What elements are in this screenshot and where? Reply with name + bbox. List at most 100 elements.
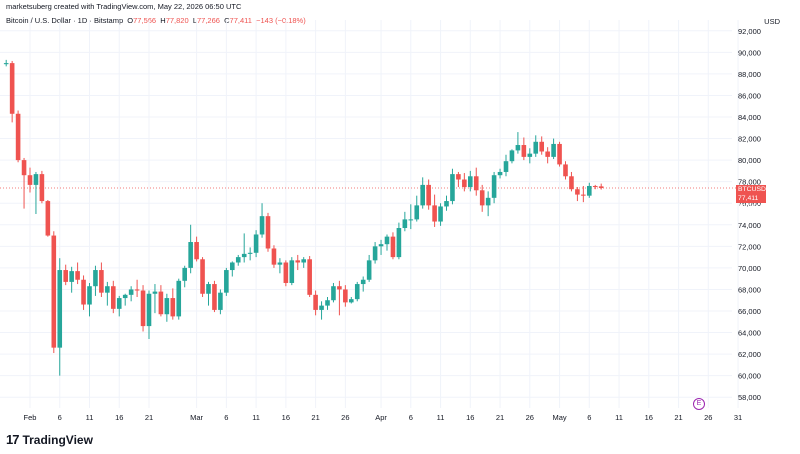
- candle: [408, 204, 414, 230]
- x-tick-label: 26: [704, 413, 712, 422]
- candle-body: [473, 176, 479, 191]
- candle-body: [551, 143, 556, 157]
- candle: [33, 171, 39, 214]
- candle-body: [21, 160, 27, 176]
- candle: [69, 266, 74, 293]
- candle: [75, 262, 80, 285]
- candle-body: [218, 292, 223, 310]
- candle: [146, 290, 152, 340]
- candle-body: [75, 271, 80, 280]
- candle-body: [241, 253, 247, 258]
- candle-body: [390, 236, 396, 258]
- candle: [527, 148, 533, 164]
- candle-body: [63, 270, 68, 282]
- x-tick-label: 11: [86, 413, 94, 422]
- candle: [545, 147, 550, 164]
- currency-label[interactable]: USD: [764, 17, 780, 26]
- close-value: 77,411: [229, 16, 252, 25]
- candle: [587, 182, 592, 198]
- candle-body: [509, 150, 515, 162]
- y-tick-label: 66,000: [738, 307, 761, 316]
- symbol-title[interactable]: Bitcoin / U.S. Dollar · 1D · Bitstamp: [6, 16, 124, 25]
- candle-body: [319, 305, 324, 310]
- candle-body: [462, 179, 467, 188]
- event-marker-icon[interactable]: E: [693, 398, 705, 410]
- candle-body: [438, 206, 443, 222]
- candle-body: [15, 113, 21, 161]
- x-axis: Feb 6 11 16 21 Mar 6 11 16 21 26 Apr 6 11 16 21 26 May 6 11…: [24, 413, 743, 422]
- candle-body: [313, 294, 318, 310]
- x-tick-label: 6: [58, 413, 62, 422]
- candle-body: [9, 63, 15, 114]
- candle-body: [27, 175, 33, 185]
- y-tick-label: 68,000: [738, 285, 761, 294]
- change-value: −143 (−0.18%): [256, 16, 306, 25]
- candle-body: [87, 286, 92, 305]
- candle: [39, 170, 45, 204]
- candle: [319, 301, 324, 320]
- candle: [128, 286, 134, 302]
- y-tick-label: 84,000: [738, 113, 761, 122]
- candle-body: [378, 244, 384, 247]
- candle-body: [337, 286, 342, 290]
- candle: [111, 280, 116, 314]
- candle: [3, 59, 9, 67]
- x-tick-label: 21: [674, 413, 682, 422]
- candle: [325, 296, 330, 310]
- candle: [206, 281, 211, 306]
- candle-body: [563, 164, 568, 177]
- candle-body: [51, 235, 57, 348]
- candle: [200, 257, 205, 297]
- candle: [99, 262, 104, 297]
- candle: [182, 265, 187, 288]
- candle: [265, 212, 271, 252]
- candle: [134, 279, 140, 297]
- candle: [598, 183, 604, 190]
- candle-body: [116, 298, 122, 309]
- candle-body: [33, 174, 39, 185]
- candle: [224, 267, 229, 296]
- candle-body: [99, 270, 104, 293]
- x-tick-label: 6: [587, 413, 591, 422]
- candle-body: [569, 176, 574, 190]
- candle: [212, 280, 217, 313]
- candle-body: [354, 284, 360, 300]
- candle: [57, 258, 63, 376]
- candle-body: [521, 145, 527, 157]
- candle-body: [491, 175, 497, 198]
- candle-body: [468, 176, 473, 188]
- candle: [563, 161, 568, 180]
- candle-body: [235, 257, 241, 263]
- tradingview-logo[interactable]: 17 TradingView: [6, 432, 93, 447]
- y-tick-label: 60,000: [738, 372, 761, 381]
- candle: [592, 184, 598, 190]
- candle: [450, 168, 455, 205]
- candle: [491, 171, 497, 204]
- candle-body: [396, 228, 402, 258]
- candle: [289, 257, 295, 286]
- candle: [247, 247, 253, 261]
- candle: [426, 179, 431, 210]
- x-tick-label: May: [552, 413, 566, 422]
- candle-body: [111, 286, 116, 309]
- candle-body: [200, 259, 205, 294]
- high-value: 77,820: [165, 16, 189, 25]
- candle: [188, 224, 193, 274]
- candle-body: [158, 291, 164, 315]
- candle: [337, 280, 342, 316]
- candle: [283, 260, 289, 287]
- candle-body: [384, 236, 390, 245]
- candle: [27, 167, 33, 193]
- candle-body: [182, 267, 187, 281]
- candle-body: [176, 280, 182, 317]
- candle-body: [152, 291, 158, 294]
- candle: [349, 296, 354, 304]
- candle: [15, 110, 21, 163]
- candle-body: [456, 174, 461, 180]
- y-tick-label: 82,000: [738, 135, 761, 144]
- candle: [456, 171, 461, 188]
- candle-body: [432, 205, 437, 222]
- candle: [301, 257, 306, 268]
- candle: [581, 185, 586, 203]
